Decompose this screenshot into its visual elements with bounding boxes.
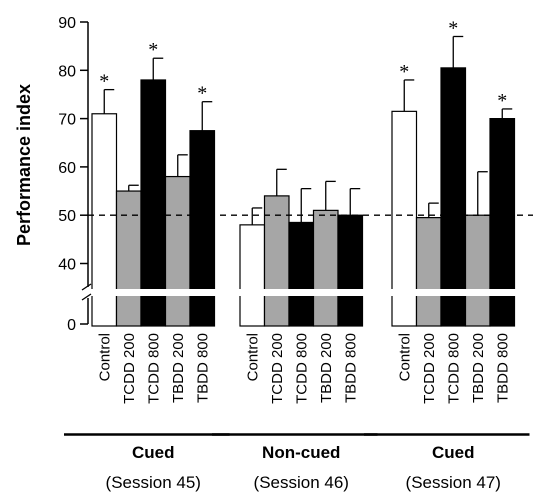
category-label: TBDD 800 [194, 333, 211, 403]
y-tick-label: 60 [58, 160, 76, 177]
significance-marker: * [399, 61, 409, 83]
category-label: TCDD 200 [121, 333, 138, 404]
y-axis-label: Performance index [14, 84, 34, 246]
category-label: TCDD 800 [145, 333, 162, 404]
significance-marker: * [148, 39, 158, 61]
session-label: (Session 45) [106, 473, 201, 492]
axis-break-mark [81, 283, 92, 291]
bar [337, 214, 364, 327]
significance-marker: * [497, 90, 507, 112]
category-label: TCDD 200 [269, 333, 286, 404]
bar [464, 214, 491, 327]
category-label: Control [96, 333, 113, 381]
category-label: TCDD 800 [445, 333, 462, 404]
y-tick-label: 70 [58, 112, 76, 129]
axis-break-gap [78, 289, 528, 296]
category-label: TCDD 200 [421, 333, 438, 404]
session-label: (Session 46) [254, 473, 349, 492]
significance-marker: * [99, 71, 109, 93]
category-label: Control [396, 333, 413, 381]
y-tick-label: 40 [58, 257, 76, 274]
category-label: TBDD 200 [170, 333, 187, 403]
session-label: (Session 47) [406, 473, 501, 492]
group-label: Non-cued [262, 443, 340, 462]
bar [239, 224, 266, 327]
category-label: TBDD 800 [342, 333, 359, 403]
bar [115, 190, 142, 327]
category-label: TCDD 800 [293, 333, 310, 404]
category-label: TBDD 800 [494, 333, 511, 403]
y-tick-label: 0 [67, 317, 76, 334]
y-tick-label: 80 [58, 63, 76, 80]
bar [189, 130, 216, 327]
significance-marker: * [448, 17, 458, 39]
bar [415, 217, 442, 327]
bar [312, 209, 339, 327]
y-tick-label: 90 [58, 15, 76, 32]
group-label: Cued [432, 443, 475, 462]
bar [440, 67, 467, 327]
category-label: TBDD 200 [318, 333, 335, 403]
group-label: Cued [132, 443, 175, 462]
significance-marker: * [197, 83, 207, 105]
category-label: Control [244, 333, 261, 381]
axis-break-mark [81, 293, 92, 301]
bar [164, 175, 191, 327]
y-tick-label: 50 [58, 208, 76, 225]
bar [263, 195, 290, 327]
category-label: TBDD 200 [470, 333, 487, 403]
bar [288, 221, 315, 327]
